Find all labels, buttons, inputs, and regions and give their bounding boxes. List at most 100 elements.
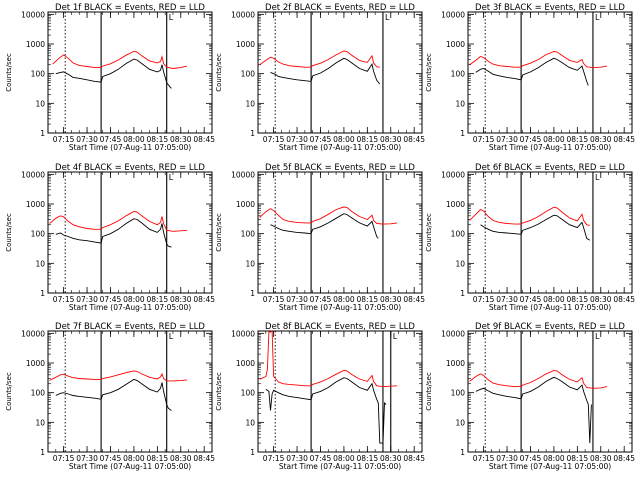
panel-9-series-red bbox=[469, 370, 608, 389]
panel-5-xtick-label: 07:45 bbox=[310, 295, 332, 304]
panel-5-xtick-label: 07:15 bbox=[263, 295, 285, 304]
panel-8-series-black bbox=[265, 377, 387, 444]
panel-3-xtick-label: 08:00 bbox=[543, 135, 565, 144]
panel-3-xtick-label: 07:45 bbox=[520, 135, 542, 144]
panel-6-series-black bbox=[480, 214, 591, 241]
panel-1-frame bbox=[47, 11, 213, 134]
panel-9-xtick-label: 07:15 bbox=[473, 454, 495, 463]
panel-2-xlabel: Start Time (07-Aug-11 07:05:00) bbox=[279, 143, 401, 152]
panel-6-annotation: L bbox=[595, 173, 600, 182]
panel-3-xtick-label: 07:30 bbox=[496, 135, 518, 144]
panel-9-frame bbox=[467, 330, 633, 453]
panel-8-xtick-label: 08:15 bbox=[357, 454, 379, 463]
panel-9-ytick-label: 1000 bbox=[446, 359, 465, 368]
panel-4-xlabel: Start Time (07-Aug-11 07:05:00) bbox=[69, 303, 191, 312]
panel-3-xtick-label: 08:30 bbox=[590, 135, 612, 144]
panel-2-xtick-label: 08:45 bbox=[403, 135, 425, 144]
panel-6-ytick-label: 100 bbox=[451, 230, 466, 239]
panel-1-ytick-label: 1 bbox=[40, 129, 45, 138]
panel-4-ytick-label: 10 bbox=[35, 259, 45, 268]
panel-9-ytick-label: 10 bbox=[455, 418, 465, 427]
panel-5-ytick-label: 1000 bbox=[236, 200, 255, 209]
panel-2-ylabel: Counts/sec bbox=[215, 53, 223, 92]
panel-2-ytick-label: 10 bbox=[245, 99, 255, 108]
panel-9-xtick-label: 08:15 bbox=[567, 454, 589, 463]
panel-8-xtick-label: 07:45 bbox=[310, 454, 332, 463]
panel-6-xtick-label: 08:15 bbox=[567, 295, 589, 304]
panel-4-xtick-label: 08:15 bbox=[147, 295, 169, 304]
panel-5-xtick-label: 08:45 bbox=[403, 295, 425, 304]
panel-3-series-red bbox=[469, 51, 608, 69]
panel-5-annotation: L bbox=[385, 173, 390, 182]
panel-8-ytick-label: 10000 bbox=[231, 329, 255, 338]
panel-4-series-red bbox=[49, 211, 188, 232]
panel-4-xtick-label: 07:30 bbox=[76, 295, 98, 304]
panel-5-ytick-label: 10 bbox=[245, 259, 255, 268]
panel-3-annotation: L bbox=[595, 13, 600, 22]
panel-5-series-red bbox=[259, 206, 398, 225]
panel-7-series-red bbox=[49, 370, 188, 382]
panel-7-xtick-label: 07:45 bbox=[100, 454, 122, 463]
panel-1-ytick-label: 10000 bbox=[21, 10, 45, 19]
panel-3-ytick-label: 1 bbox=[460, 129, 465, 138]
panel-4-xtick-label: 07:45 bbox=[100, 295, 122, 304]
panel-4-frame bbox=[47, 171, 213, 294]
panel-5-xtick-label: 08:00 bbox=[333, 295, 355, 304]
panel-2-ytick-label: 1000 bbox=[236, 40, 255, 49]
panel-9-ytick-label: 10000 bbox=[441, 329, 465, 338]
panel-3-ytick-label: 10000 bbox=[441, 10, 465, 19]
panel-1-xlabel: Start Time (07-Aug-11 07:05:00) bbox=[69, 143, 191, 152]
panel-8-ylabel: Counts/sec bbox=[215, 372, 223, 411]
panel-9-ylabel: Counts/sec bbox=[425, 372, 433, 411]
panel-6-xtick-label: 08:00 bbox=[543, 295, 565, 304]
panel-1-ytick-label: 100 bbox=[31, 70, 46, 79]
panel-3-frame bbox=[467, 11, 633, 134]
panel-1-ytick-label: 1000 bbox=[26, 40, 45, 49]
panel-4-series-black bbox=[55, 218, 172, 248]
panel-6-ytick-label: 1 bbox=[460, 289, 465, 298]
panel-5-ylabel: Counts/sec bbox=[215, 213, 223, 252]
panel-5-ytick-label: 1 bbox=[250, 289, 255, 298]
panel-4-annotation: L bbox=[169, 173, 174, 182]
panel-7-title: Det 7f BLACK = Events, RED = LLD bbox=[55, 322, 205, 332]
panel-2-annotation: L bbox=[385, 13, 390, 22]
panel-7-series-black bbox=[55, 378, 172, 411]
panel-1-title: Det 1f BLACK = Events, RED = LLD bbox=[55, 3, 205, 13]
panel-6-ylabel: Counts/sec bbox=[425, 213, 433, 252]
panel-5-xtick-label: 08:15 bbox=[357, 295, 379, 304]
panel-6-xlabel: Start Time (07-Aug-11 07:05:00) bbox=[489, 303, 611, 312]
panel-7-annotation: L bbox=[169, 332, 174, 341]
panel-9-xtick-label: 08:00 bbox=[543, 454, 565, 463]
panel-5-ytick-label: 10000 bbox=[231, 170, 255, 179]
panel-8-frame bbox=[257, 330, 423, 453]
panel-2-xtick-label: 07:30 bbox=[286, 135, 308, 144]
panel-2-title: Det 2f BLACK = Events, RED = LLD bbox=[265, 3, 415, 13]
panel-7-xtick-label: 07:15 bbox=[53, 454, 75, 463]
panel-5-xlabel: Start Time (07-Aug-11 07:05:00) bbox=[279, 303, 401, 312]
panel-9-series-black bbox=[475, 376, 592, 444]
panel-9-xtick-label: 08:30 bbox=[590, 454, 612, 463]
panel-7-xtick-label: 07:30 bbox=[76, 454, 98, 463]
panel-5-series-black bbox=[270, 213, 379, 239]
panel-7-xtick-label: 08:00 bbox=[123, 454, 145, 463]
panel-1-ylabel: Counts/sec bbox=[5, 53, 13, 92]
panel-7-ylabel: Counts/sec bbox=[5, 372, 13, 411]
panel-2-ytick-label: 100 bbox=[241, 70, 256, 79]
panel-1-xtick-label: 08:45 bbox=[193, 135, 215, 144]
panel-6-xtick-label: 08:45 bbox=[613, 295, 635, 304]
panel-9-ytick-label: 1 bbox=[460, 448, 465, 457]
panel-6-ytick-label: 10 bbox=[455, 259, 465, 268]
panel-7-xtick-label: 08:15 bbox=[147, 454, 169, 463]
panel-4-ytick-label: 1 bbox=[40, 289, 45, 298]
panel-1-xtick-label: 08:00 bbox=[123, 135, 145, 144]
panel-8-xtick-label: 08:30 bbox=[380, 454, 402, 463]
panel-8-series-red bbox=[259, 330, 398, 388]
panel-5-xtick-label: 08:30 bbox=[380, 295, 402, 304]
panel-7-ytick-label: 1 bbox=[40, 448, 45, 457]
panel-8-ytick-label: 1000 bbox=[236, 359, 255, 368]
panel-4-ytick-label: 1000 bbox=[26, 200, 45, 209]
panel-4-xtick-label: 08:00 bbox=[123, 295, 145, 304]
panel-7-xtick-label: 08:45 bbox=[193, 454, 215, 463]
panel-1-ytick-label: 10 bbox=[35, 99, 45, 108]
